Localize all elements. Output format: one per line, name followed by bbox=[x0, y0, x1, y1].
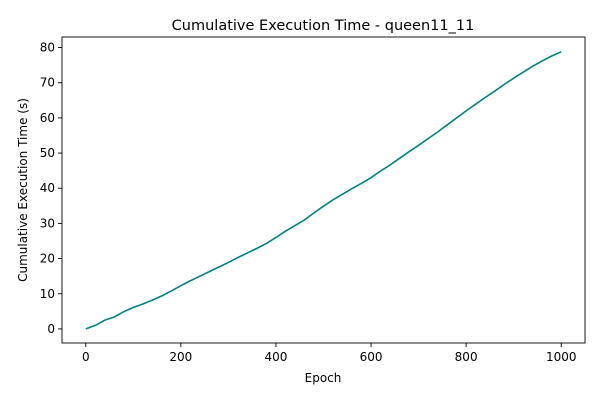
x-tick-label: 1000 bbox=[546, 350, 577, 364]
x-tick-label: 400 bbox=[265, 350, 288, 364]
y-tick-label: 20 bbox=[40, 252, 55, 266]
y-tick-label: 10 bbox=[40, 287, 55, 301]
x-axis: 0 200 400 600 800 1000 bbox=[82, 343, 577, 364]
plot-frame bbox=[61, 36, 586, 344]
x-tick-label: 800 bbox=[455, 350, 478, 364]
y-tick-label: 80 bbox=[40, 41, 55, 55]
chart-title: Cumulative Execution Time - queen11_11 bbox=[172, 18, 475, 34]
y-tick-label: 60 bbox=[40, 111, 55, 125]
series-line-0 bbox=[85, 51, 562, 330]
x-tick-label: 0 bbox=[82, 350, 90, 364]
y-tick-label: 40 bbox=[40, 181, 55, 195]
y-tick-label: 0 bbox=[47, 322, 55, 336]
x-axis-label: Epoch bbox=[305, 371, 342, 385]
y-tick-label: 50 bbox=[40, 146, 55, 160]
y-tick-label: 70 bbox=[40, 76, 55, 90]
x-tick-label: 600 bbox=[360, 350, 383, 364]
y-tick-label: 30 bbox=[40, 216, 55, 230]
x-tick-label: 200 bbox=[169, 350, 192, 364]
plot-area bbox=[61, 36, 586, 344]
y-axis: 0 10 20 30 40 50 60 70 80 bbox=[40, 41, 62, 336]
y-axis-label: Cumulative Execution Time (s) bbox=[16, 98, 30, 282]
